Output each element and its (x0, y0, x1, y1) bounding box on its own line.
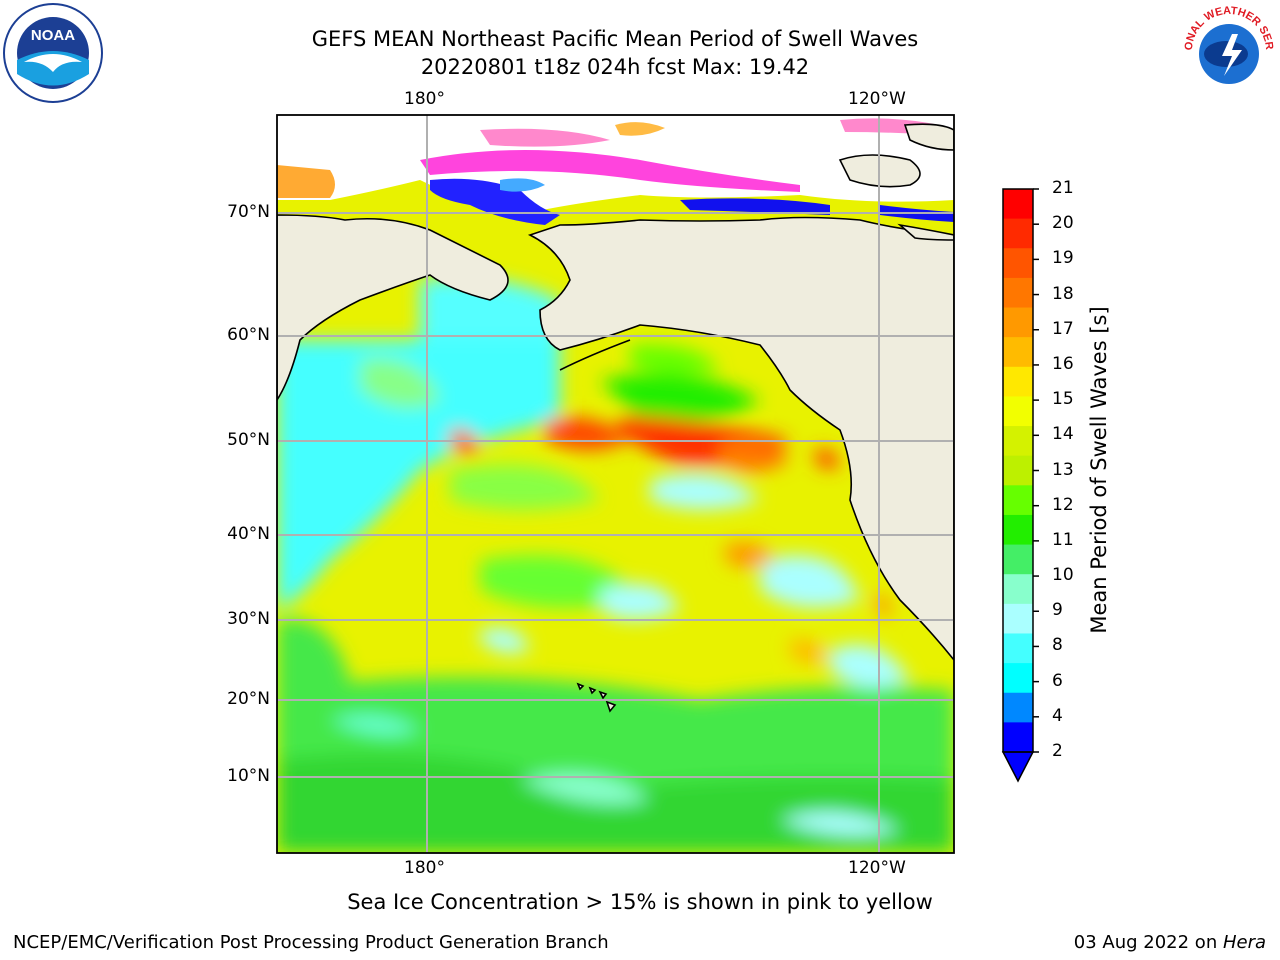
colorbar-tick-label: 11 (1052, 529, 1074, 550)
colorbar-tick-label: 15 (1052, 389, 1074, 410)
colorbar-tick-label: 8 (1052, 635, 1063, 656)
colorbar-segment (1003, 366, 1033, 397)
sea-ice-note: Sea Ice Concentration > 15% is shown in … (347, 890, 933, 914)
lat-label-40n: 40°N (227, 524, 270, 544)
colorbar-label: Mean Period of Swell Waves [s] (1087, 306, 1111, 634)
colorbar-segment (1003, 722, 1033, 753)
colorbar-segment (1003, 514, 1033, 546)
footer-credit: NCEP/EMC/Verification Post Processing Pr… (13, 932, 609, 953)
footer-date-text: 03 Aug 2022 on (1073, 932, 1223, 953)
chart-subtitle: 20220801 t18z 024h fcst Max: 19.42 (420, 55, 810, 79)
colorbar-tick-label: 17 (1052, 318, 1074, 339)
colorbar-tick-label: 10 (1052, 565, 1074, 586)
colorbar-tick-label: 14 (1052, 424, 1074, 445)
noaa-logo-text: NOAA (31, 27, 75, 44)
footer-date: 03 Aug 2022 on Hera (1074, 932, 1266, 953)
colorbar-segment (1003, 574, 1033, 605)
top-lon-label-120w: 120°W (848, 89, 906, 109)
colorbar-tick-label: 4 (1052, 705, 1063, 726)
colorbar-extend-arrow (1001, 751, 1035, 783)
map-area (277, 115, 954, 853)
colorbar-tick-label: 12 (1052, 494, 1074, 515)
map-frame (276, 114, 955, 854)
bottom-lon-label-180: 180° (404, 858, 445, 878)
colorbar-segment (1003, 692, 1033, 723)
lat-label-10n: 10°N (227, 766, 270, 786)
lat-label-60n: 60°N (227, 325, 270, 345)
colorbar-tick-label: 19 (1052, 248, 1074, 269)
colorbar-segment (1003, 544, 1033, 575)
chart-title: GEFS MEAN Northeast Pacific Mean Period … (311, 27, 919, 51)
colorbar-segment (1003, 218, 1033, 249)
colorbar-segment (1003, 485, 1033, 516)
footer-machine: Hera (1222, 932, 1266, 953)
colorbar-segment (1003, 337, 1033, 368)
nws-logo: NATIONAL WEATHER SERVICE (1180, 2, 1276, 98)
map-gridlines (277, 115, 954, 853)
colorbar-tick-label: 16 (1052, 353, 1074, 374)
colorbar (1003, 188, 1039, 753)
lat-label-50n: 50°N (227, 430, 270, 450)
colorbar-tick-label: 2 (1052, 741, 1063, 761)
colorbar-frame (1002, 188, 1034, 753)
colorbar-tick-label: 18 (1052, 283, 1074, 304)
swell-period-field (277, 277, 954, 853)
colorbar-segment (1003, 277, 1033, 309)
colorbar-segment (1003, 248, 1033, 279)
lat-label-30n: 30°N (227, 609, 270, 629)
colorbar-tick-label: 21 (1052, 178, 1074, 198)
lat-label-70n: 70°N (227, 202, 270, 222)
noaa-logo: NOAA (3, 3, 103, 103)
top-lon-label-180: 180° (404, 89, 445, 109)
colorbar-segment (1003, 455, 1033, 486)
colorbar-tick-label: 13 (1052, 459, 1074, 480)
colorbar-segment (1003, 633, 1033, 664)
lat-label-20n: 20°N (227, 689, 270, 709)
colorbar-segment (1003, 663, 1033, 694)
colorbar-tick-label: 20 (1052, 213, 1074, 234)
colorbar-segment (1003, 426, 1033, 457)
colorbar-tick-label: 9 (1052, 600, 1063, 621)
colorbar-segment (1003, 307, 1033, 338)
colorbar-segment (1003, 396, 1033, 427)
bottom-lon-label-120w: 120°W (848, 858, 906, 878)
colorbar-segment (1003, 189, 1033, 220)
colorbar-segment (1003, 603, 1033, 634)
colorbar-tick-label: 6 (1052, 670, 1063, 691)
